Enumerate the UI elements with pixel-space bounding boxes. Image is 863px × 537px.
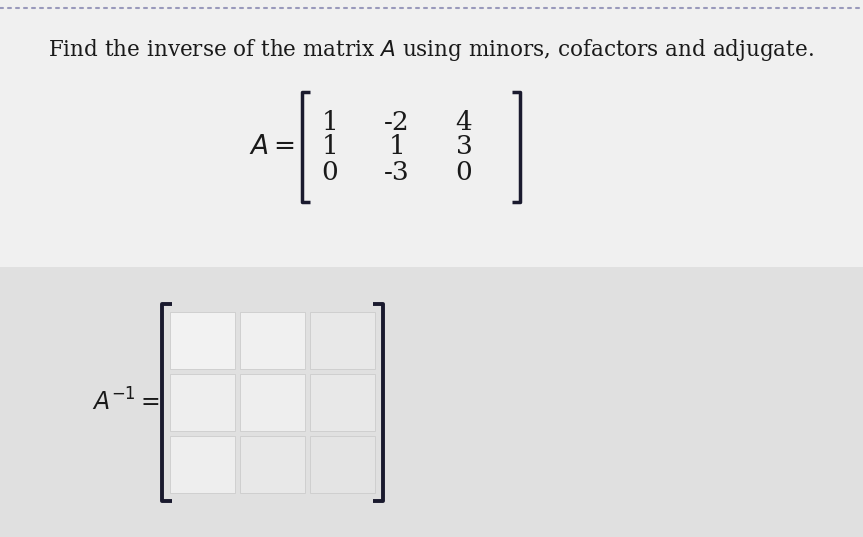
Text: 0: 0	[322, 159, 338, 185]
Text: $A=$: $A=$	[249, 134, 295, 159]
Text: $A^{-1}=$: $A^{-1}=$	[92, 388, 160, 416]
Bar	[310, 436, 375, 492]
Bar	[170, 311, 235, 368]
Bar	[170, 436, 235, 492]
Text: -2: -2	[384, 110, 410, 134]
Text: -3: -3	[384, 159, 410, 185]
Bar	[0, 0, 863, 267]
Bar	[170, 374, 235, 431]
Text: Find the inverse of the matrix $A$ using minors, cofactors and adjugate.: Find the inverse of the matrix $A$ using…	[48, 37, 814, 63]
Text: 3: 3	[456, 134, 472, 159]
Text: 1: 1	[388, 134, 406, 159]
Bar	[0, 267, 863, 537]
Text: 1: 1	[322, 110, 338, 134]
Bar	[240, 311, 305, 368]
Text: 4: 4	[456, 110, 472, 134]
Text: 0: 0	[456, 159, 472, 185]
Bar	[240, 436, 305, 492]
Bar	[310, 311, 375, 368]
Bar	[310, 374, 375, 431]
Bar	[240, 374, 305, 431]
Text: 1: 1	[322, 134, 338, 159]
